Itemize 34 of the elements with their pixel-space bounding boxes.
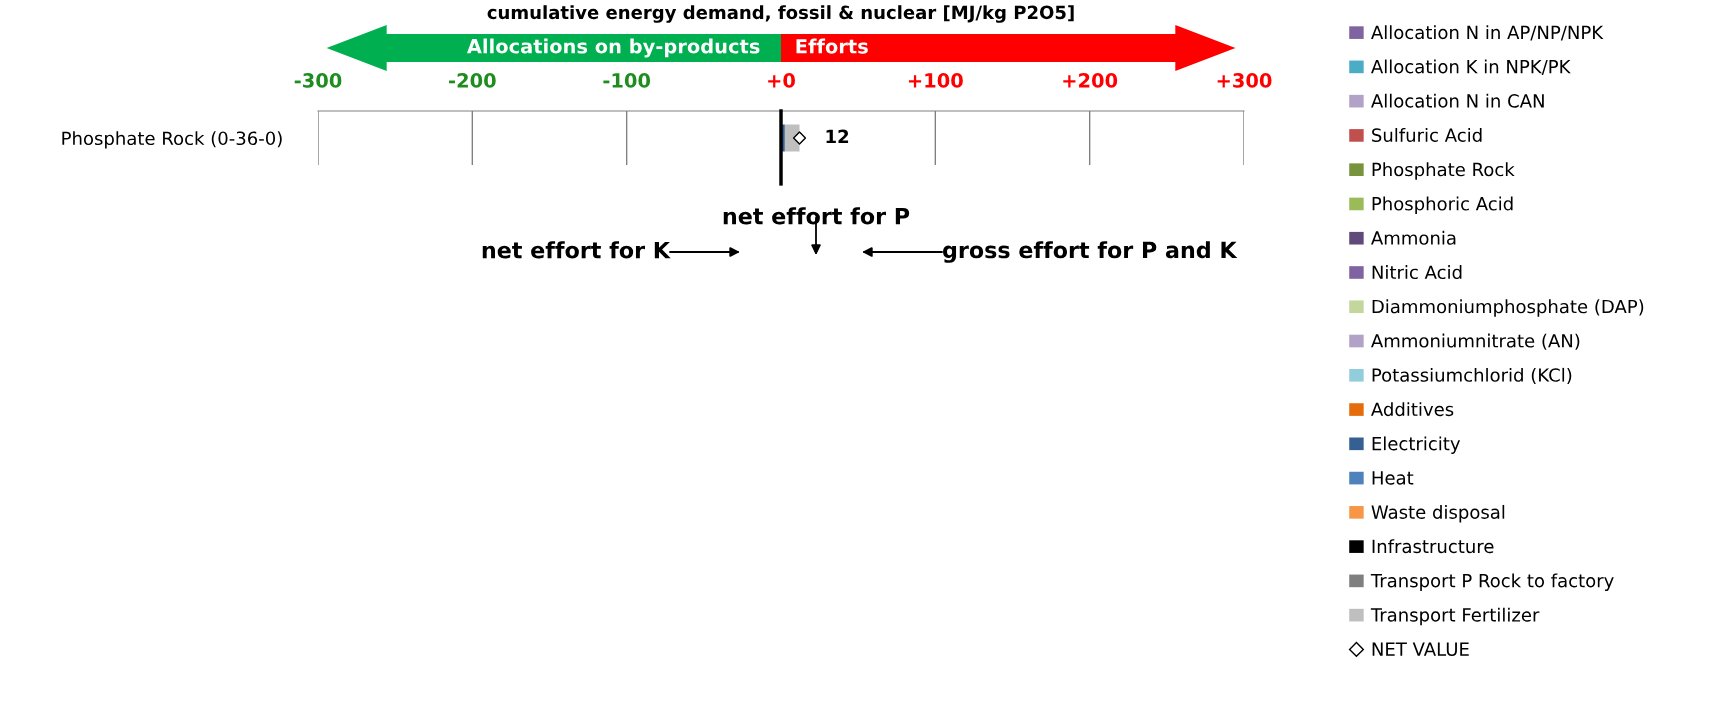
legend-label: Allocation N in CAN — [1371, 93, 1544, 108]
legend-label: Infrastructure — [1372, 539, 1494, 554]
legend-label: Ammoniumnitrate (AN) — [1371, 333, 1580, 350]
text: gross effort for P and K — [943, 241, 1238, 263]
legend-label: Electricity — [1372, 436, 1461, 454]
x-tick-label: -300 — [294, 73, 342, 88]
legend-label: Waste disposal — [1371, 504, 1505, 523]
legend-label: Transport P Rock to factory — [1370, 573, 1614, 591]
legend-label: Transport Fertilizer — [1370, 607, 1540, 626]
legend-label: Nitric Acid — [1372, 265, 1462, 280]
x-tick-label: +0 — [768, 73, 795, 88]
x-tick-label: -200 — [449, 73, 496, 88]
legend-label: Phosphate Rock — [1372, 162, 1515, 180]
x-tick-label: +300 — [1217, 73, 1272, 88]
x-tick-label: +100 — [908, 73, 963, 88]
x-tick-label: +200 — [1063, 73, 1118, 88]
chart-title: cumulative energy demand, fossil & nuclear [MJ/kg P2O5] — [487, 5, 1074, 23]
legend-label: Phosphoric Acid — [1372, 196, 1513, 215]
legend-label: Sulfuric Acid — [1372, 128, 1482, 142]
x-tick-label: -100 — [603, 73, 651, 88]
text: net effort for P — [723, 207, 910, 225]
legend-label: Allocation K in NPK/PK — [1371, 59, 1571, 75]
y-tick-label: Phosphate Rock (0-36-0) — [62, 131, 282, 149]
text: Efforts — [796, 38, 868, 54]
legend-label: Additives — [1371, 402, 1454, 417]
legend-label: NET VALUE — [1372, 642, 1469, 656]
data-label: 12 — [826, 129, 849, 143]
text: Allocations on by-products — [466, 38, 760, 58]
legend-label: Allocation N in AP/NP/NPK — [1371, 25, 1604, 41]
legend-label: Ammonia — [1371, 230, 1456, 245]
legend-label: Diammoniumphosphate (DAP) — [1372, 299, 1644, 317]
legend-label: Potassiumchlorid (KCl) — [1372, 367, 1572, 384]
legend-label: Heat — [1372, 471, 1414, 485]
text: net effort for K — [482, 241, 671, 259]
